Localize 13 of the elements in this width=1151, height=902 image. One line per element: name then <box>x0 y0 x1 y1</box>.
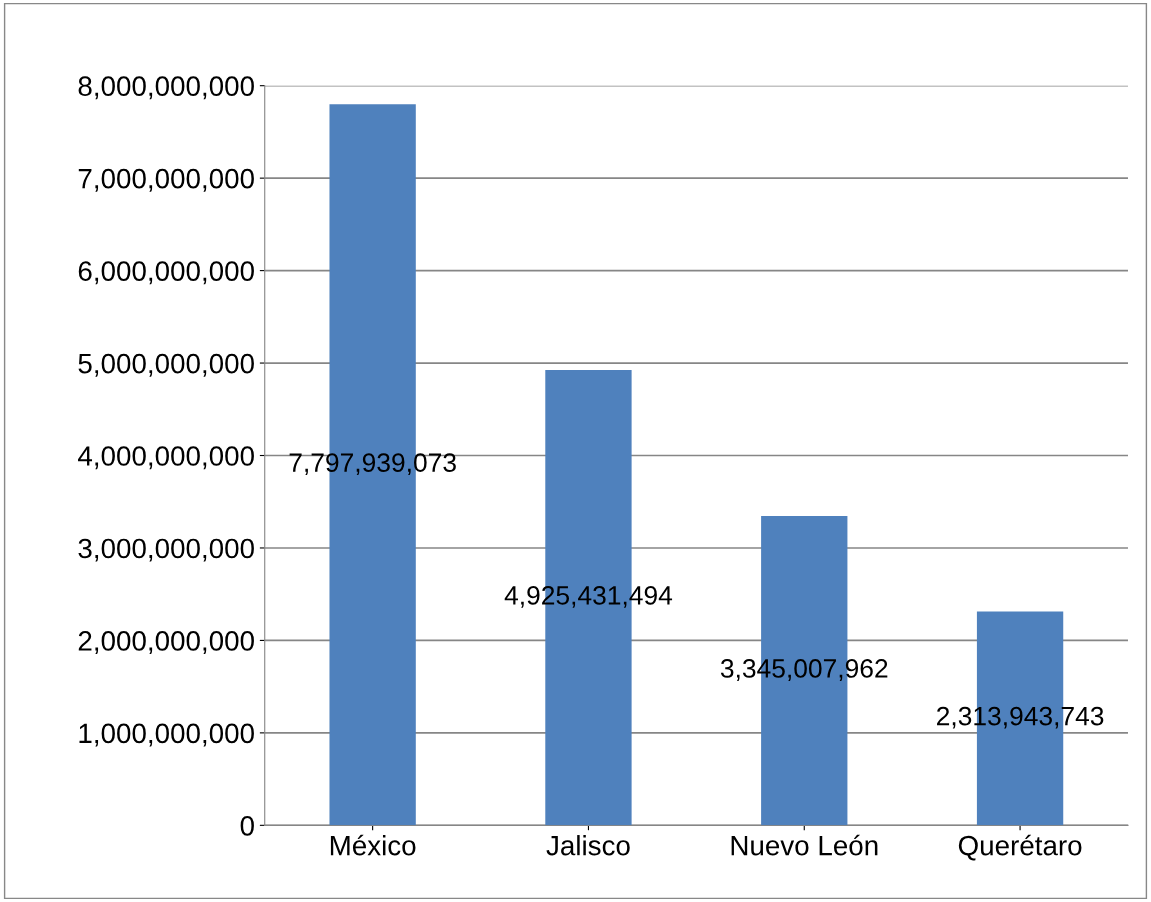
y-tick-label: 3,000,000,000 <box>78 538 254 562</box>
x-tick-label: Querétaro <box>958 834 1082 861</box>
y-tick-label: 1,000,000,000 <box>79 723 254 747</box>
x-tick-label: Nuevo León <box>731 834 878 856</box>
x-tick-label: Jalisco <box>546 835 630 856</box>
y-tick-label: 6,000,000,000 <box>78 261 254 285</box>
y-tick-label: 4,000,000,000 <box>78 446 254 470</box>
x-tick-label: México <box>330 834 416 856</box>
y-tick-label: 8,000,000,000 <box>78 76 254 100</box>
y-tick-label: 0 <box>240 816 254 836</box>
y-tick-label: 2,000,000,000 <box>78 631 254 655</box>
y-tick-label: 7,000,000,000 <box>78 168 254 192</box>
y-tick-label: 5,000,000,000 <box>78 353 254 377</box>
